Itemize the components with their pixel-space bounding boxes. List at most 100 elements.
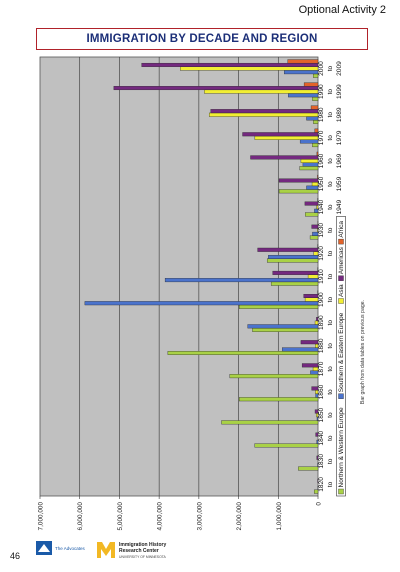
- bar-northern-and-western-europe: [229, 374, 319, 379]
- category-label: 1990: [318, 84, 325, 99]
- category-label: to: [327, 89, 334, 95]
- category-label: 1970: [318, 130, 325, 145]
- bar-northern-and-western-europe: [252, 327, 319, 332]
- bar-northern-and-western-europe: [270, 281, 319, 286]
- plot-area: [39, 56, 319, 497]
- bar-americas: [278, 178, 319, 183]
- ihrc-logo-line3: UNIVERSITY OF MINNESOTA: [119, 555, 167, 559]
- bar-southern-and-eastern-europe: [288, 93, 319, 98]
- bar-americas: [272, 270, 319, 275]
- legend-label-africa: Africa: [338, 221, 345, 238]
- category-label: to: [327, 320, 334, 326]
- category-label: 1969: [336, 153, 343, 168]
- legend-label-northern-and-western-europe: Northern & Western Europe: [338, 407, 345, 487]
- bar-americas: [250, 155, 319, 160]
- bar-southern-and-eastern-europe: [306, 116, 319, 121]
- category-label: to: [327, 343, 334, 349]
- category-label: to: [327, 481, 334, 487]
- category-label: to: [327, 366, 334, 372]
- category-label: 1820: [318, 477, 325, 492]
- bar-northern-and-western-europe: [167, 351, 319, 355]
- category-label: to: [327, 135, 334, 141]
- category-label: 1999: [336, 84, 343, 99]
- value-tick-label: 2,000,000: [236, 502, 243, 531]
- category-label: to: [327, 389, 334, 395]
- bar-southern-and-eastern-europe: [284, 70, 319, 75]
- bar-americas: [141, 62, 319, 67]
- category-label: 1960: [318, 153, 325, 168]
- title-box: IMMIGRATION BY DECADE AND REGION: [36, 28, 368, 50]
- value-tick-label: 1,000,000: [276, 502, 283, 531]
- bar-southern-and-eastern-europe: [302, 162, 319, 167]
- university-m-logo: [97, 542, 115, 558]
- bar-africa: [314, 128, 319, 133]
- bar-southern-and-eastern-europe: [310, 370, 319, 375]
- bar-americas: [113, 86, 319, 91]
- bar-asia: [209, 112, 319, 117]
- bar-americas: [301, 363, 319, 368]
- category-label: 1989: [336, 107, 343, 122]
- category-label: 2009: [336, 61, 343, 76]
- bar-africa: [310, 105, 319, 110]
- publisher-logo-text: The Advocates: [55, 546, 86, 551]
- value-tick-label: 4,000,000: [157, 502, 164, 531]
- bar-southern-and-eastern-europe: [247, 324, 319, 329]
- bar-americas: [311, 386, 319, 391]
- category-label: to: [327, 65, 334, 71]
- bar-northern-and-western-europe: [314, 489, 319, 494]
- category-label: 1880: [318, 338, 325, 353]
- bar-northern-and-western-europe: [266, 258, 319, 263]
- legend-swatch-asia: [338, 298, 344, 304]
- legend: Northern & Western Europe Southern & East…: [336, 216, 346, 497]
- category-label: to: [327, 250, 334, 256]
- legend-box: [336, 216, 346, 497]
- bar-northern-and-western-europe: [221, 420, 319, 425]
- legend-label-asia: Asia: [338, 284, 345, 297]
- bar-americas: [242, 132, 319, 137]
- category-label: 1940: [318, 200, 325, 215]
- category-label: 1870: [318, 361, 325, 376]
- category-label: to: [327, 273, 334, 279]
- bar-southern-and-eastern-europe: [299, 139, 319, 144]
- bar-americas: [304, 201, 319, 206]
- category-label: 1920: [318, 246, 325, 261]
- legend-label-americas: Americas: [338, 246, 345, 274]
- bar-africa: [316, 151, 319, 156]
- category-label: 1850: [318, 407, 325, 422]
- category-label: 1890: [318, 315, 325, 330]
- bar-americas: [314, 409, 319, 414]
- bar-americas: [316, 317, 319, 322]
- category-label: to: [327, 412, 334, 418]
- bar-southern-and-eastern-europe: [164, 278, 319, 283]
- chart-title: IMMIGRATION BY DECADE AND REGION: [86, 33, 318, 45]
- bar-northern-and-western-europe: [238, 397, 319, 402]
- category-label: 1840: [318, 431, 325, 446]
- category-label: 2000: [318, 61, 325, 76]
- chart-note: Bar graph from data tables on previous p…: [360, 300, 366, 404]
- bar-americas: [315, 432, 319, 437]
- publisher-logo: The Advocates: [36, 541, 86, 555]
- page-number: 46: [10, 551, 21, 561]
- bar-africa: [303, 82, 319, 87]
- bar-southern-and-eastern-europe: [312, 231, 319, 236]
- bar-northern-and-western-europe: [238, 304, 319, 309]
- category-label: 1900: [318, 292, 325, 307]
- bar-southern-and-eastern-europe: [282, 347, 319, 352]
- bar-asia: [300, 158, 319, 163]
- bar-southern-and-eastern-europe: [306, 185, 319, 190]
- legend-swatch-americas: [338, 275, 344, 281]
- value-tick-label: 5,000,000: [117, 502, 124, 531]
- activity-label: Optional Activity 2: [298, 4, 386, 16]
- value-tick-label: 3,000,000: [196, 502, 203, 531]
- value-tick-label: 0: [316, 502, 323, 506]
- bar-northern-and-western-europe: [298, 466, 319, 471]
- bar-southern-and-eastern-europe: [316, 439, 319, 444]
- category-label: 1949: [336, 200, 343, 215]
- bar-asia: [254, 135, 319, 140]
- bar-americas: [300, 340, 319, 345]
- legend-swatch-southern-and-eastern-europe: [338, 393, 344, 399]
- bar-northern-and-western-europe: [305, 212, 319, 217]
- category-label: 1959: [336, 176, 343, 191]
- bar-africa: [287, 59, 319, 64]
